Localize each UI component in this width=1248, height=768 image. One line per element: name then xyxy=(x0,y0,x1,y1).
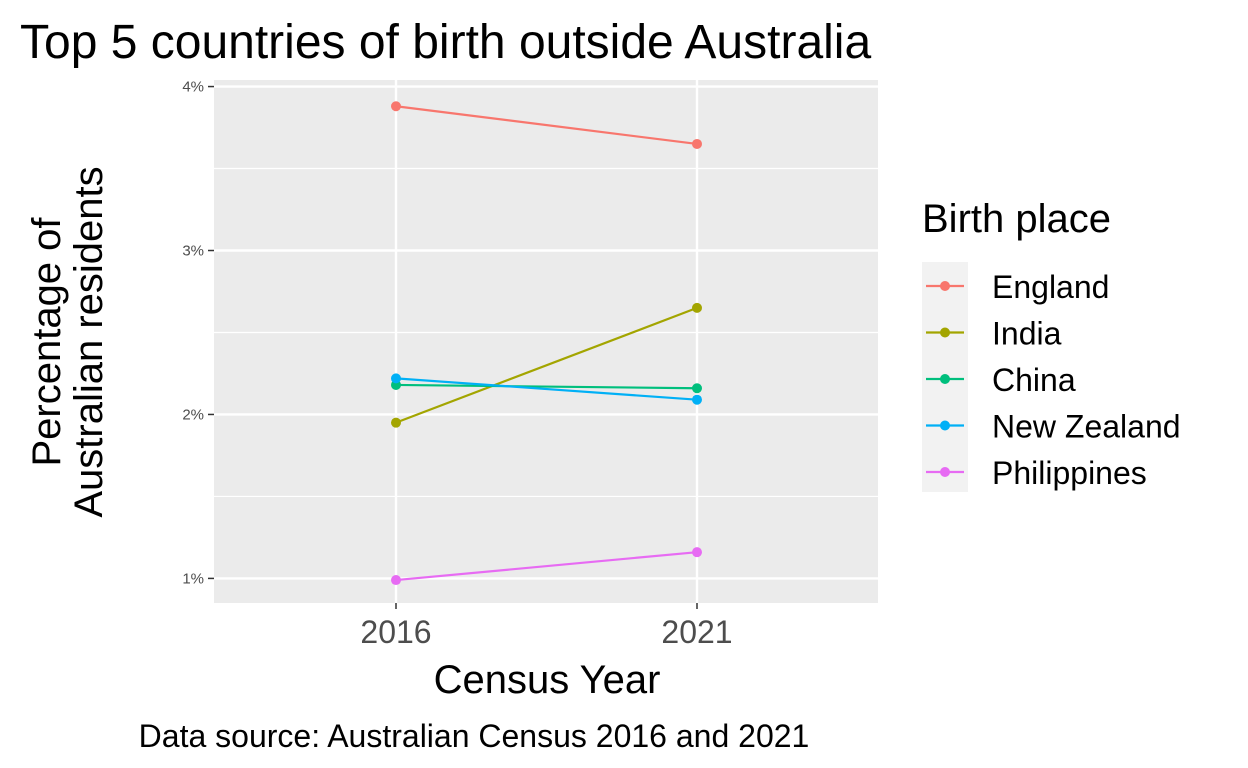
y-tick-label: 2% xyxy=(182,406,204,423)
plot-panel xyxy=(214,80,878,603)
legend-title: Birth place xyxy=(922,197,1111,241)
data-point xyxy=(692,302,702,313)
data-point xyxy=(391,575,401,586)
x-axis-label: Census Year xyxy=(434,658,661,702)
series-line-philippines xyxy=(395,551,698,582)
y-tick-label: 4% xyxy=(182,79,204,96)
legend-label: Philippines xyxy=(992,455,1147,491)
data-point xyxy=(692,383,702,394)
y-tick-label: 1% xyxy=(182,570,204,587)
caption: Data source: Australian Census 2016 and … xyxy=(139,718,810,754)
chart-title: Top 5 countries of birth outside Austral… xyxy=(20,16,871,69)
y-axis-label-line2: Australian residents xyxy=(67,166,111,517)
legend-key-point xyxy=(940,467,950,477)
data-point xyxy=(692,138,702,149)
legend-key-point xyxy=(940,374,950,384)
legend-key-point xyxy=(940,327,950,338)
data-point xyxy=(391,101,401,112)
data-point xyxy=(692,547,702,558)
data-point xyxy=(391,417,401,428)
legend-key-point xyxy=(940,420,950,431)
y-tick-label: 3% xyxy=(182,243,204,260)
data-point xyxy=(391,373,401,384)
legend-label: India xyxy=(992,316,1062,352)
legend-key-point xyxy=(940,281,950,291)
legend-label: New Zealand xyxy=(992,409,1181,445)
x-tick-label: 2016 xyxy=(360,614,431,650)
series-line-new-zealand xyxy=(395,377,698,401)
y-axis-label-line1: Percentage of xyxy=(25,217,69,467)
series-line-england xyxy=(395,105,698,146)
x-tick-label: 2021 xyxy=(661,614,732,650)
series-line-china xyxy=(395,383,698,390)
legend-label: China xyxy=(992,362,1076,398)
data-point xyxy=(692,394,702,405)
series-line-india xyxy=(395,306,698,424)
legend-label: England xyxy=(992,269,1109,305)
